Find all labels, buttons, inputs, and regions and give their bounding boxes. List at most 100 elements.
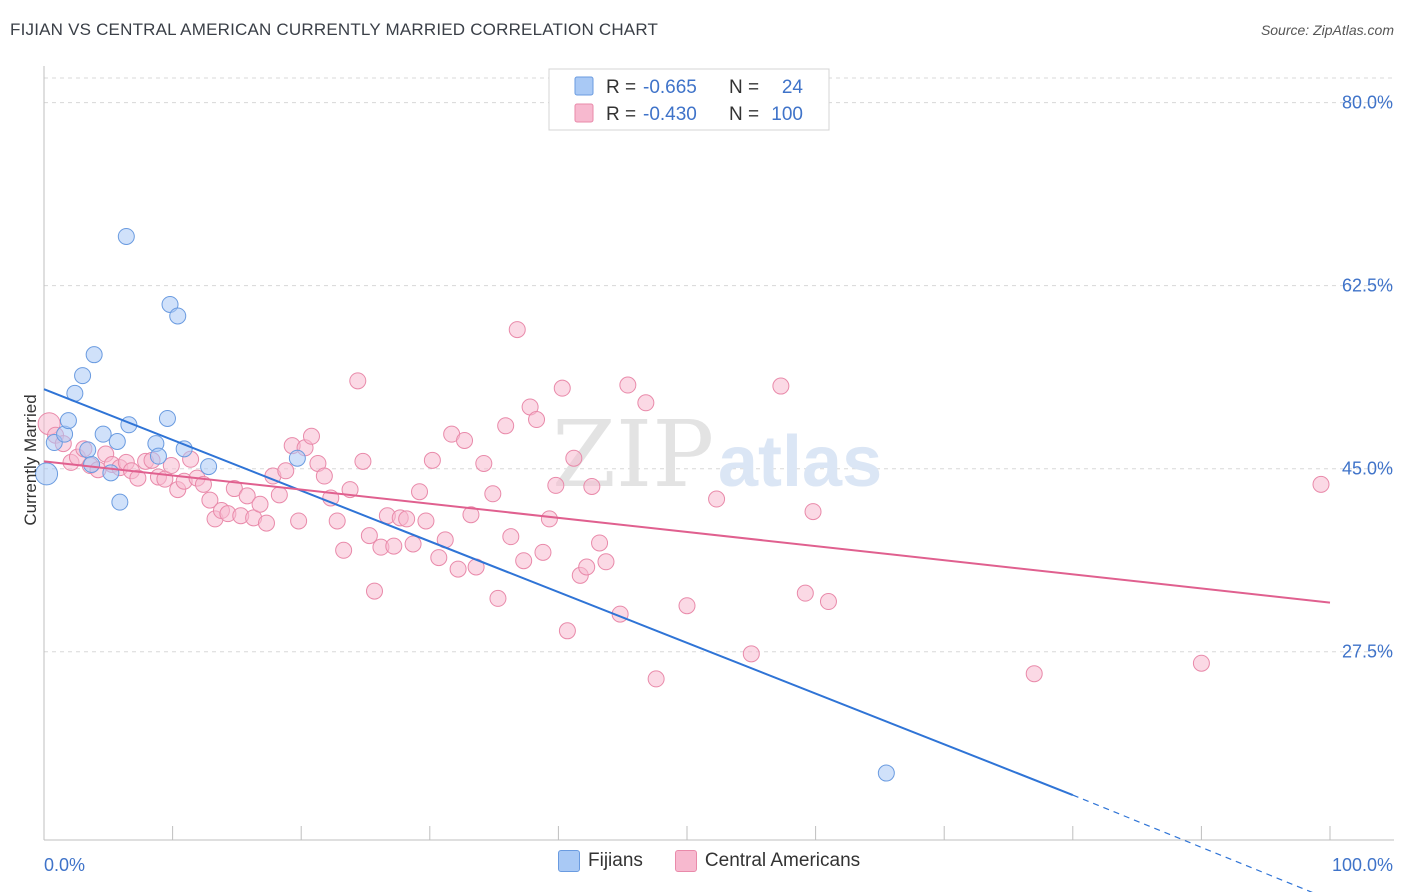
legend-n-value-central-americans: 100 [771,104,803,125]
data-point [328,512,346,530]
data-point [1192,654,1210,672]
data-point [475,454,493,472]
x-ticks [43,826,1331,840]
data-point [277,462,295,480]
data-point [257,514,275,532]
data-point [117,227,135,245]
legend-n-value-fijians: 24 [782,77,804,98]
data-point [540,510,558,528]
data-point [462,506,480,524]
data-point [404,535,422,553]
legend-swatch-central-americans-bottom [674,850,697,872]
trend-lines [43,388,1331,892]
data-point [175,440,193,458]
watermark-atlas: atlas [718,422,882,502]
data-point [200,458,218,476]
data-point [497,417,515,435]
data-point [583,477,601,495]
data-point [158,409,176,427]
legend-label-fijians: Fijians [588,850,643,871]
data-point [1025,665,1043,683]
y-tick-label: 80.0% [1342,93,1393,113]
data-point [515,552,533,570]
data-point [59,412,77,430]
legend-item-central-americans[interactable]: Central Americans [674,850,861,872]
legend-item-fijians[interactable]: Fijians [558,850,643,872]
data-point [129,469,147,487]
axes [43,66,1394,841]
y-axis-label: Currently Married [21,394,40,525]
data-point [290,512,308,530]
legend-n-label-fijians: N = [729,77,759,98]
data-point [194,475,212,493]
legend-n-label-central-americans: N = [729,104,759,125]
x-tick-label-right: 100.0% [1332,855,1393,875]
data-point [877,764,895,782]
fijians-trend-extension [1072,794,1313,892]
y-tick-label: 62.5% [1342,276,1393,296]
data-point [360,527,378,545]
data-point [547,476,565,494]
central-americans-points [37,321,1330,688]
data-point [111,493,129,511]
data-point [678,597,696,615]
data-point [578,558,596,576]
data-point [772,377,790,395]
y-tick-labels: 80.0% 62.5% 45.0% 27.5% [1342,93,1393,662]
legend-swatch-fijians-bottom [558,850,580,872]
legend-r-label-fijians: R = [606,77,636,98]
data-point [335,541,353,559]
data-point [201,491,219,509]
data-point [484,485,502,503]
y-tick-label: 27.5% [1342,642,1393,662]
data-point [456,431,474,449]
data-point [149,447,167,465]
fijians-points [35,227,895,782]
data-point [108,432,126,450]
data-point [169,307,187,325]
legend-r-label-central-americans: R = [606,104,636,125]
data-point [225,480,243,498]
data-point [430,549,448,567]
data-point [74,367,92,385]
data-point [619,376,637,394]
data-point [83,456,101,474]
data-point [449,560,467,578]
data-point [647,670,665,688]
data-point [637,394,655,412]
data-point [819,593,837,611]
data-point [94,425,112,443]
data-point [597,553,615,571]
data-point [565,449,583,467]
legend-swatch-central-americans [574,103,594,123]
data-point [591,534,609,552]
data-point [270,486,288,504]
data-point [79,441,97,459]
data-point [302,427,320,445]
fijians-trend-line [43,388,1074,796]
legend-box [548,68,830,131]
data-point [315,467,333,485]
data-point [742,645,760,663]
central-americans-trend-line [43,460,1331,604]
data-point [354,452,372,470]
data-point [804,503,822,521]
legend-r-value-fijians: -0.665 [643,77,697,98]
data-point [288,449,306,467]
data-point [558,622,576,640]
data-point [708,490,726,508]
data-point [251,495,269,513]
legend-top: R = -0.665 N = 24 R = -0.430 N = 100 [548,68,830,131]
data-point [1312,475,1330,493]
data-point [534,543,552,561]
data-point [162,457,180,475]
data-point [417,512,435,530]
source-label: Source: ZipAtlas.com [1260,22,1394,38]
data-point [366,582,384,600]
legend-label-central-americans: Central Americans [704,850,861,871]
data-point [528,411,546,429]
data-point [85,346,103,364]
data-point [553,379,571,397]
data-point [385,537,403,555]
legend-swatch-fijians [574,76,594,96]
